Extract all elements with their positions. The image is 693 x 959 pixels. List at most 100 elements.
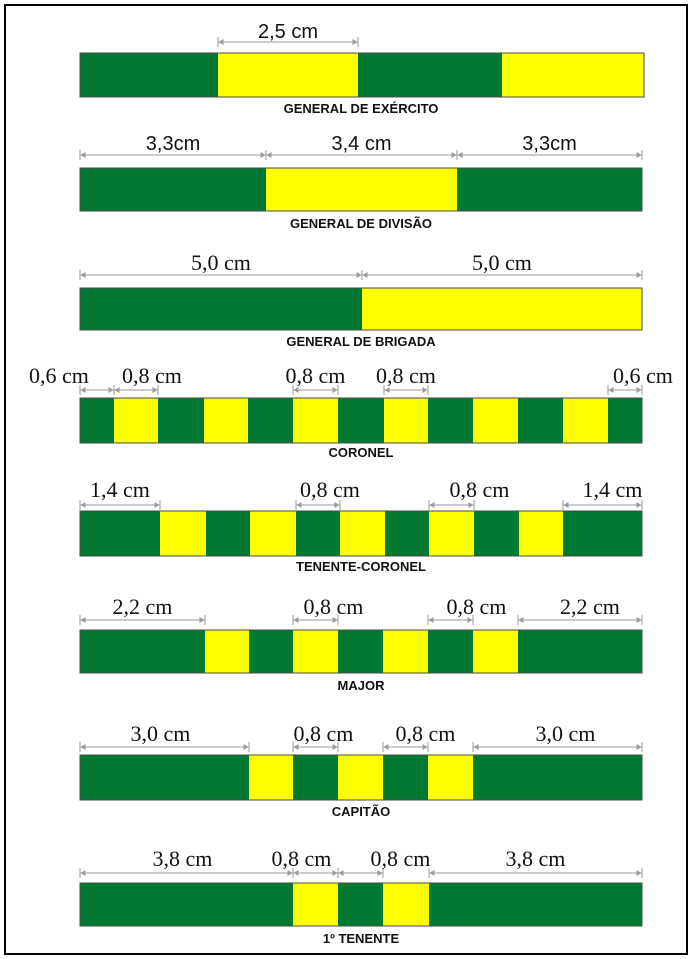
yellow-stripe [250, 511, 296, 556]
dimension-arrowhead [457, 152, 463, 158]
dimension-label: 0,8 cm [447, 594, 507, 619]
rank-label: TENENTE-CORONEL [296, 559, 426, 574]
dimension-label: 0,8 cm [286, 363, 346, 388]
dimension-arrowhead [152, 387, 158, 393]
dimension-arrowhead [352, 39, 358, 45]
dimension-arrowhead [636, 152, 642, 158]
dimension-arrowhead [451, 152, 457, 158]
dimension-label: 0,8 cm [396, 721, 456, 746]
rank-label: GENERAL DE DIVISÃO [290, 216, 432, 231]
rank-ribbon: 1,4 cm 0,8 cm 0,8 cm 1,4 cm TENENTE-CORONEL [79, 477, 643, 574]
dimension-label: 1,4 cm [90, 477, 150, 502]
dimension-label: 2,5 cm [258, 21, 318, 43]
dimension-label: 3,0 cm [131, 721, 191, 746]
dimension-label: 3,0 cm [536, 721, 596, 746]
rank-ribbon: 5,0 cm 5,0 cm GENERAL DE BRIGADA [79, 250, 643, 349]
dimension-arrowhead [429, 502, 435, 508]
dimension-label: 3,8 cm [506, 846, 566, 871]
green-stripe [563, 511, 642, 556]
dimension-arrowhead [332, 744, 338, 750]
dimension-label: 0,8 cm [300, 477, 360, 502]
dimension-label: 0,8 cm [122, 363, 182, 388]
dimension-arrowhead [332, 870, 338, 876]
rank-ribbon: 3,0 cm 0,8 cm 0,8 cm 3,0 cm CAPITÃO [79, 721, 643, 819]
dimension-arrowhead [356, 272, 362, 278]
dimension-arrowhead [80, 152, 86, 158]
green-stripe [80, 883, 293, 926]
green-stripe [80, 168, 266, 211]
dimension-arrowhead [243, 744, 249, 750]
dimension-arrowhead [467, 617, 473, 623]
rank-ribbon: 2,2 cm 0,8 cm 0,8 cm 2,2 cm MAJOR [79, 594, 643, 693]
dimension-arrowhead [422, 744, 428, 750]
rank-label: 1º TENENTE [323, 931, 400, 946]
dimension-arrowhead [293, 617, 299, 623]
dimension-arrowhead [332, 617, 338, 623]
ribbon-outline [79, 52, 645, 98]
dimension-arrowhead [260, 152, 266, 158]
dimension-arrowhead [334, 502, 340, 508]
yellow-stripe [160, 511, 206, 556]
yellow-stripe [429, 511, 474, 556]
green-stripe [608, 398, 642, 443]
rank-label: CAPITÃO [332, 804, 391, 819]
dimension-arrowhead [293, 870, 299, 876]
dimension-arrowhead [80, 502, 86, 508]
rank-label: MAJOR [338, 678, 386, 693]
dimension-arrowhead [80, 387, 86, 393]
yellow-stripe [293, 398, 338, 443]
dimension-arrowhead [293, 744, 299, 750]
yellow-stripe [428, 755, 473, 800]
dimension-label: 3,3cm [522, 133, 576, 155]
dimension-label: 0,6 cm [613, 363, 673, 388]
dimension-arrowhead [636, 870, 642, 876]
green-stripe [518, 630, 642, 673]
green-stripe [428, 398, 473, 443]
dimension-label: 0,8 cm [294, 721, 354, 746]
dimension-arrowhead [384, 387, 390, 393]
green-stripe [80, 288, 362, 330]
dimension-arrowhead [608, 387, 614, 393]
yellow-stripe [362, 288, 642, 330]
green-stripe [80, 755, 249, 800]
yellow-stripe [340, 511, 385, 556]
yellow-stripe [338, 755, 383, 800]
yellow-stripe [384, 398, 428, 443]
dimension-arrowhead [636, 387, 642, 393]
dimension-arrowhead [80, 870, 86, 876]
ribbon-outline [79, 287, 643, 331]
green-stripe [338, 398, 384, 443]
dimension-arrowhead [422, 387, 428, 393]
ribbon-outline [79, 629, 643, 674]
green-stripe [518, 398, 563, 443]
green-stripe [385, 511, 429, 556]
yellow-stripe [383, 883, 429, 926]
yellow-stripe [293, 630, 338, 673]
dimension-label: 0,8 cm [371, 846, 431, 871]
dimension-arrowhead [428, 617, 434, 623]
dimension-label: 0,6 cm [29, 363, 89, 388]
dimension-arrowhead [296, 502, 302, 508]
dimension-arrowhead [154, 502, 160, 508]
rank-label: CORONEL [329, 445, 394, 460]
rank-label: GENERAL DE EXÉRCITO [284, 101, 439, 116]
dimension-arrowhead [338, 870, 344, 876]
dimension-arrowhead [377, 870, 383, 876]
dimension-arrowhead [468, 502, 474, 508]
dimension-arrowhead [636, 617, 642, 623]
dimension-label: 3,8 cm [153, 846, 213, 871]
dimension-arrowhead [563, 502, 569, 508]
dimension-arrowhead [80, 744, 86, 750]
dimension-arrowhead [332, 387, 338, 393]
dimension-label: 3,3cm [146, 133, 200, 155]
dimension-label: 2,2 cm [560, 594, 620, 619]
dimension-arrowhead [80, 617, 86, 623]
green-stripe [249, 630, 293, 673]
green-stripe [80, 511, 160, 556]
rank-ribbon: 3,3cm 3,4 cm 3,3cm GENERAL DE DIVISÃO [79, 133, 643, 231]
yellow-stripe [502, 53, 644, 97]
dimension-arrowhead [266, 152, 272, 158]
dimension-arrowhead [473, 744, 479, 750]
dimension-arrowhead [636, 744, 642, 750]
dimension-label: 0,8 cm [272, 846, 332, 871]
